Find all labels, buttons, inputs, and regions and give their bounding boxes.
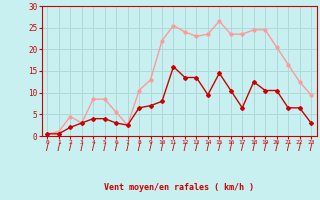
Text: Vent moyen/en rafales ( km/h ): Vent moyen/en rafales ( km/h ) <box>104 183 254 192</box>
